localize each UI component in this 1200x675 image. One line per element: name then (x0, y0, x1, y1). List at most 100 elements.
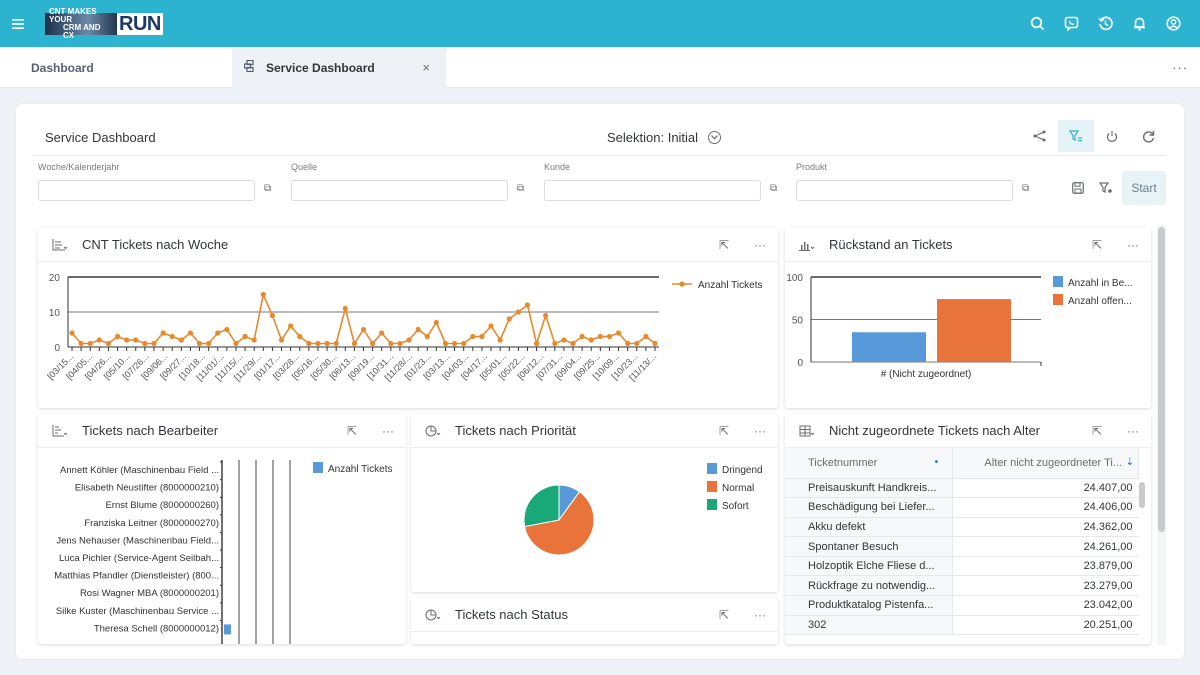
card-title: Tickets nach Status (455, 607, 568, 622)
share-button[interactable] (1022, 120, 1058, 152)
svg-text:0: 0 (54, 343, 60, 354)
start-button[interactable]: Start (1122, 171, 1166, 205)
svg-text:# (Nicht zugeordnet): # (Nicht zugeordnet) (881, 369, 972, 380)
open-external-icon[interactable]: ⇱ (718, 424, 730, 438)
value-help-icon[interactable]: ⧉ (1022, 183, 1030, 194)
filter-label: Kunde (544, 162, 571, 172)
svg-text:10: 10 (49, 308, 61, 319)
more-options-icon[interactable]: ··· (1127, 424, 1139, 438)
quelle-input[interactable] (291, 180, 508, 201)
tab-dashboard[interactable]: Dashboard (0, 47, 232, 88)
column-header-ticketnummer[interactable]: Ticketnummer • (785, 448, 954, 479)
power-button[interactable] (1094, 120, 1130, 152)
horizontal-bar-chart-type-icon[interactable] (52, 424, 70, 437)
svg-text:Luca Pichler (Service-Agent Se: Luca Pichler (Service-Agent Seilbah... (59, 553, 219, 564)
chevron-down-icon[interactable] (708, 131, 722, 144)
table-row[interactable]: Akku defekt 24.362,00 (785, 517, 1139, 538)
more-options-icon[interactable]: ··· (754, 424, 766, 438)
svg-text:0: 0 (797, 358, 803, 369)
history-button[interactable] (1088, 7, 1122, 41)
more-options-icon[interactable]: ··· (754, 238, 766, 252)
open-external-icon[interactable]: ⇱ (718, 608, 730, 622)
svg-text:50: 50 (792, 316, 804, 327)
line-chart-type-icon[interactable] (52, 238, 70, 251)
open-external-icon[interactable]: ⇱ (718, 238, 730, 252)
table-row[interactable]: Preisauskunft Handkreis... 24.407,00 (785, 478, 1139, 499)
selection-variant-selector[interactable]: Selektion: Initial (607, 130, 722, 145)
table-row[interactable]: 302 20.251,00 (785, 615, 1139, 636)
ticket-age-cell: 20.251,00 (952, 615, 1139, 636)
filter-label: Woche/Kalenderjahr (38, 162, 120, 172)
chat-button[interactable] (1054, 7, 1088, 41)
user-profile-button[interactable] (1156, 7, 1190, 41)
ticket-name-cell[interactable]: Rückfrage zu notwendig... (785, 575, 954, 597)
woche-kalenderjahr-input[interactable] (38, 180, 255, 201)
svg-text:Normal: Normal (722, 483, 754, 494)
pie-chart-type-icon[interactable] (425, 609, 443, 621)
filter-settings-button[interactable] (1092, 172, 1120, 204)
page-title: Service Dashboard (45, 130, 156, 145)
more-options-icon[interactable]: ··· (754, 608, 766, 622)
hamburger-menu-button[interactable] (0, 0, 36, 47)
refresh-icon (1142, 130, 1154, 143)
company-logo[interactable]: CNT MAKES YOUR CRM AND CX RUN (45, 7, 163, 39)
table-type-icon[interactable] (799, 425, 817, 437)
ticket-name-cell[interactable]: Spontaner Besuch (785, 536, 954, 557)
more-options-icon[interactable]: ··· (1127, 238, 1139, 252)
table-row[interactable]: Produktkatalog Pistenfa... 23.042,00 (785, 595, 1139, 616)
value-help-icon[interactable]: ⧉ (770, 183, 778, 194)
filter-bar: Woche/Kalenderjahr ⧉ Quelle ⧉ Kunde ⧉ Pr… (32, 156, 1166, 212)
notification-bell-icon (1133, 17, 1145, 31)
tab-label: Service Dashboard (266, 60, 375, 75)
ticket-age-cell: 24.406,00 (952, 497, 1139, 518)
ticket-name-cell[interactable]: Akku defekt (785, 517, 954, 538)
ticket-age-cell: 24.362,00 (952, 517, 1139, 538)
ticket-name-cell[interactable]: Beschädigung bei Liefer... (785, 497, 954, 518)
svg-text:100: 100 (786, 273, 803, 284)
ticket-name-cell[interactable]: 302 (785, 615, 954, 636)
refresh-button[interactable] (1130, 120, 1166, 152)
sort-descending-icon[interactable]: ⇣ (1125, 456, 1134, 468)
open-external-icon[interactable]: ⇱ (346, 424, 358, 438)
ticket-age-cell: 24.407,00 (952, 478, 1139, 499)
produkt-input[interactable] (796, 180, 1013, 201)
card-ticket-backlog: Rückstand an Tickets ⇱ ··· 0 50 100 Anzahl … (785, 228, 1151, 408)
open-external-icon[interactable]: ⇱ (1091, 424, 1103, 438)
search-button[interactable] (1020, 7, 1054, 41)
selection-label: Selektion: Initial (607, 130, 699, 145)
table-row[interactable]: Beschädigung bei Liefer... 24.406,00 (785, 497, 1139, 518)
tab-service-dashboard[interactable]: Service Dashboard × (232, 47, 446, 88)
ticket-name-cell[interactable]: Holzoptik Elche Fliese d... (785, 556, 954, 577)
close-tab-icon[interactable]: × (422, 60, 430, 75)
column-header-age[interactable]: Alter nicht zugeordneter Ti... ⇣ (952, 448, 1139, 479)
dashboard-tab-icon (243, 59, 258, 75)
filter-quelle: Quelle ⧉ (285, 156, 524, 201)
more-options-icon[interactable]: ··· (382, 424, 394, 438)
value-help-icon[interactable]: ⧉ (517, 183, 525, 194)
shell-bar: CNT MAKES YOUR CRM AND CX RUN (0, 0, 1200, 47)
kunde-input[interactable] (544, 180, 761, 201)
table-row[interactable]: Holzoptik Elche Fliese d... 23.879,00 (785, 556, 1139, 577)
svg-text:Theresa Schell (8000000012): Theresa Schell (8000000012) (94, 623, 219, 634)
table-row[interactable]: Rückfrage zu notwendig... 23.279,00 (785, 575, 1139, 597)
notifications-button[interactable] (1122, 7, 1156, 41)
page-scrollbar[interactable] (1157, 225, 1166, 645)
filter-toggle-button[interactable] (1058, 120, 1094, 152)
save-variant-button[interactable] (1064, 172, 1092, 204)
svg-text:Franziska Leitner (8000000270): Franziska Leitner (8000000270) (84, 518, 219, 529)
column-label: Alter nicht zugeordneter Ti... (984, 456, 1122, 469)
bar-chart-type-icon[interactable] (799, 239, 817, 251)
card-tickets-by-status: Tickets nach Status ⇱ ··· (411, 598, 778, 644)
ticket-name-cell[interactable]: Produktkatalog Pistenfa... (785, 595, 954, 616)
value-help-icon[interactable]: ⧉ (264, 183, 272, 194)
ticket-name-cell[interactable]: Preisauskunft Handkreis... (785, 478, 954, 499)
table-scrollbar-thumb[interactable] (1139, 482, 1145, 508)
table-row[interactable]: Spontaner Besuch 24.261,00 (785, 536, 1139, 557)
svg-text:Dringend: Dringend (722, 465, 763, 476)
svg-text:Silke Kuster (Maschinenbau Ser: Silke Kuster (Maschinenbau Service ... (56, 606, 219, 617)
pie-chart-type-icon[interactable] (425, 425, 443, 437)
open-external-icon[interactable]: ⇱ (1091, 238, 1103, 252)
tab-overflow-button[interactable]: ··· (1172, 60, 1188, 75)
scrollbar-thumb[interactable] (1158, 227, 1165, 532)
card-title: Nicht zugeordnete Tickets nach Alter (829, 423, 1041, 438)
